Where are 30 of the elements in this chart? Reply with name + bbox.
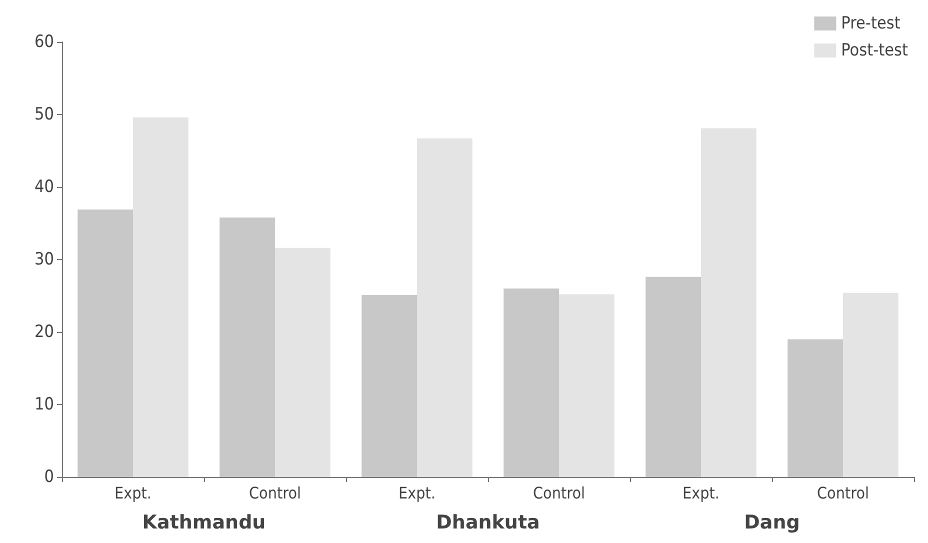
bar	[788, 339, 843, 477]
bar	[843, 292, 898, 477]
text: Kathmandu	[142, 512, 266, 534]
y-tick-label: 0	[44, 467, 54, 487]
legend-label: Pre-test	[841, 14, 900, 34]
x-tick-label: Expt.	[114, 484, 152, 502]
y-tick-label: 20	[34, 322, 54, 342]
bar	[133, 117, 188, 477]
y-tick-label: 50	[34, 104, 54, 124]
bar	[417, 138, 472, 477]
text: Dang	[744, 512, 800, 534]
bar	[646, 276, 701, 477]
x-tick-label: Expt.	[398, 484, 436, 502]
x-tick-label: Control	[533, 484, 585, 502]
legend-label: Post-test	[841, 40, 908, 60]
bar	[275, 248, 330, 477]
bar	[362, 295, 417, 477]
text: Dhankuta	[436, 512, 540, 534]
y-tick-label: 30	[34, 250, 54, 270]
bar	[559, 294, 614, 477]
bar	[78, 209, 133, 477]
bar	[220, 217, 275, 477]
bar	[504, 288, 559, 477]
bar	[701, 128, 756, 477]
x-tick-label: Control	[249, 484, 301, 502]
y-tick-label: 40	[34, 177, 54, 197]
x-tick-label: Control	[817, 484, 869, 502]
x-tick-label: Expt.	[682, 484, 720, 502]
y-tick-label: 10	[34, 394, 54, 414]
y-tick-label: 60	[34, 32, 54, 52]
